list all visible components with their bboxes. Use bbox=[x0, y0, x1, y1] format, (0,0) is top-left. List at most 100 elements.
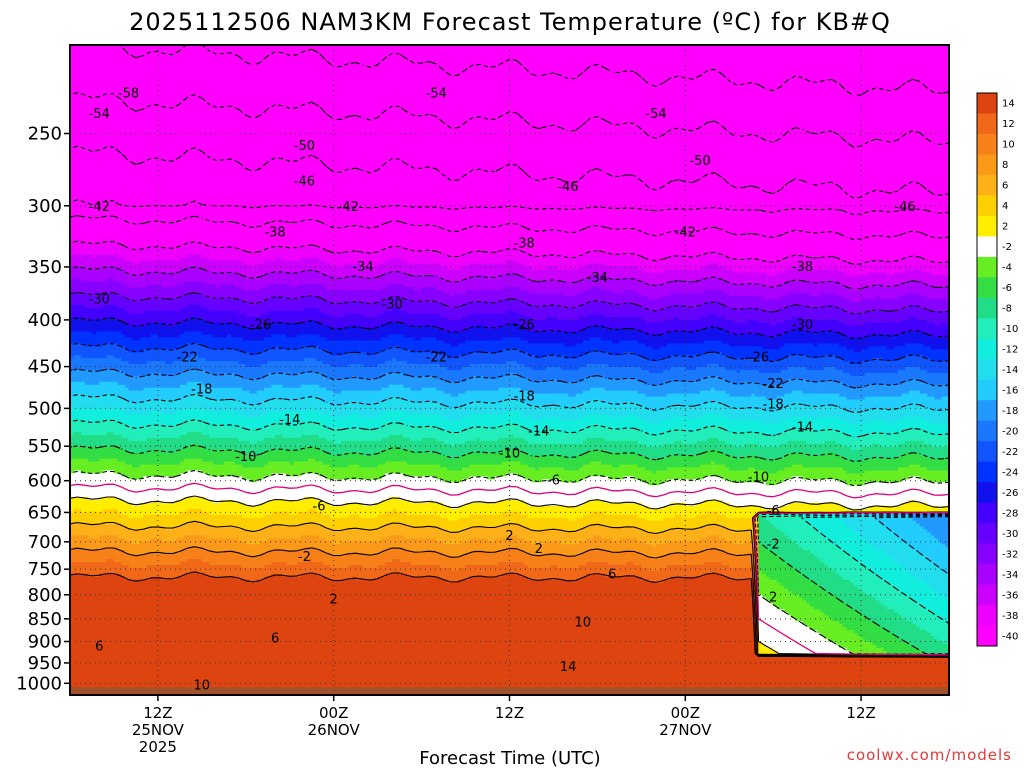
fill-cell bbox=[795, 541, 833, 545]
colorbar-swatch bbox=[977, 523, 997, 544]
fill-cell bbox=[645, 443, 664, 448]
fill-cell bbox=[934, 562, 949, 566]
fill-cell bbox=[527, 390, 584, 395]
fill-cell bbox=[846, 408, 870, 412]
fill-cell bbox=[791, 476, 804, 480]
fill-cell bbox=[264, 437, 327, 442]
fill-cell bbox=[289, 461, 295, 466]
fill-cell bbox=[436, 476, 470, 480]
fill-cell bbox=[546, 553, 562, 557]
fill-cell bbox=[454, 443, 646, 448]
fill-cell bbox=[165, 361, 174, 365]
fill-cell bbox=[579, 541, 646, 545]
fill-cell bbox=[758, 567, 796, 572]
fill-cell bbox=[707, 375, 719, 380]
fill-cell bbox=[183, 497, 207, 501]
fill-cell bbox=[725, 367, 789, 371]
fill-cell bbox=[769, 576, 807, 581]
fill-cell bbox=[124, 461, 181, 466]
fill-cell bbox=[84, 305, 104, 309]
fill-cell bbox=[161, 538, 177, 542]
fill-cell bbox=[201, 432, 650, 436]
fill-cell bbox=[70, 514, 130, 519]
fill-cell bbox=[696, 502, 730, 507]
contour-label: -18 bbox=[514, 389, 535, 404]
fill-cell bbox=[824, 367, 837, 371]
fill-cell bbox=[146, 526, 166, 531]
fill-cell bbox=[146, 245, 163, 250]
contour-line bbox=[70, 199, 949, 216]
contour-label: -46 bbox=[894, 200, 915, 215]
colorbar-label: -8 bbox=[1002, 304, 1012, 315]
x-tick-label: 12Z bbox=[846, 704, 875, 722]
fill-cell bbox=[461, 467, 536, 472]
fill-cell bbox=[546, 266, 558, 271]
fill-cell bbox=[901, 319, 928, 324]
fill-cell bbox=[516, 547, 712, 551]
fill-cell bbox=[930, 532, 949, 537]
fill-cell bbox=[527, 402, 584, 407]
fill-cell bbox=[190, 570, 199, 575]
contour-label: -10 bbox=[235, 450, 256, 465]
fill-cell bbox=[472, 275, 485, 279]
fill-cell bbox=[121, 408, 185, 412]
fill-cell bbox=[190, 393, 199, 398]
fill-cell bbox=[883, 647, 921, 652]
fill-cell bbox=[289, 284, 298, 288]
fill-cell bbox=[223, 372, 236, 377]
fill-cell bbox=[659, 346, 763, 350]
fill-cell bbox=[242, 387, 265, 392]
fill-cell bbox=[472, 325, 485, 330]
contour-label: -14 bbox=[792, 421, 813, 436]
fill-cell bbox=[945, 408, 949, 412]
fill-cell bbox=[124, 296, 155, 300]
fill-cell bbox=[927, 529, 949, 534]
fill-cell bbox=[70, 390, 251, 395]
contour-label: -14 bbox=[279, 413, 300, 428]
fill-cell bbox=[586, 251, 609, 256]
fill-cell bbox=[601, 523, 708, 528]
fill-cell bbox=[798, 594, 837, 599]
fill-cell bbox=[461, 266, 533, 271]
fill-cell bbox=[762, 505, 782, 510]
fill-cell bbox=[641, 293, 672, 297]
fill-cell bbox=[784, 609, 822, 613]
fill-cell bbox=[121, 358, 185, 362]
fill-cell bbox=[70, 426, 133, 430]
fill-cell bbox=[604, 275, 949, 279]
fill-cell bbox=[304, 358, 316, 362]
fill-cell bbox=[183, 331, 203, 336]
fill-cell bbox=[128, 322, 148, 327]
fill-cell bbox=[758, 520, 771, 525]
fill-cell bbox=[286, 423, 298, 427]
fill-cell bbox=[890, 582, 928, 587]
fill-cell bbox=[531, 417, 544, 421]
fill-cell bbox=[674, 316, 679, 321]
contour-label: -6 bbox=[547, 474, 560, 489]
fill-cell bbox=[861, 562, 899, 566]
fill-cell bbox=[70, 502, 133, 507]
colorbar-label: -32 bbox=[1002, 549, 1018, 560]
fill-cell bbox=[395, 358, 650, 362]
fill-cell bbox=[505, 310, 518, 315]
fill-cell bbox=[527, 452, 584, 457]
colorbar-label: 12 bbox=[1002, 119, 1015, 130]
fill-cell bbox=[381, 375, 437, 380]
fill-cell bbox=[465, 402, 529, 407]
fill-cell bbox=[70, 92, 949, 96]
fill-cell bbox=[124, 550, 181, 554]
fill-cell bbox=[70, 225, 949, 229]
fill-cell bbox=[403, 372, 511, 377]
fill-cell bbox=[718, 251, 949, 256]
colorbar-label: -24 bbox=[1002, 467, 1018, 478]
fill-cell bbox=[648, 370, 664, 374]
fill-cell bbox=[117, 254, 188, 259]
fill-cell bbox=[806, 254, 913, 259]
fill-cell bbox=[824, 535, 862, 539]
fill-cell bbox=[634, 476, 705, 480]
fill-cell bbox=[187, 559, 203, 563]
fill-cell bbox=[828, 565, 866, 569]
fill-cell bbox=[758, 544, 763, 548]
fill-cell bbox=[586, 414, 609, 418]
fill-cell bbox=[923, 405, 949, 409]
